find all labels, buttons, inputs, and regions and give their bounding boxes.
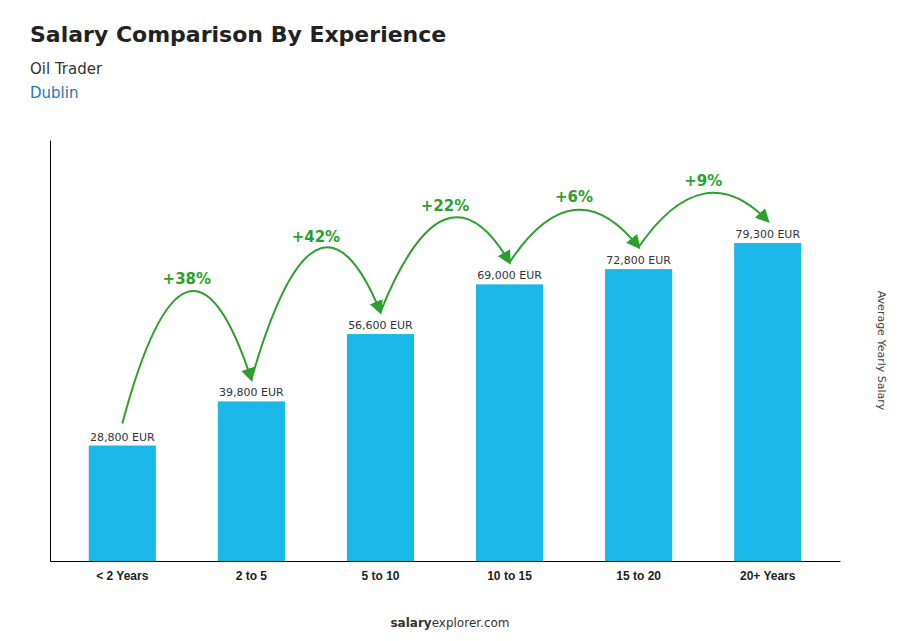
change-arrow bbox=[639, 193, 768, 247]
bar bbox=[347, 334, 414, 561]
data-label: 72,800 EUR bbox=[606, 254, 671, 267]
bar bbox=[734, 243, 801, 561]
x-tick-label: 10 to 15 bbox=[487, 569, 532, 583]
annotations: +38% +42% +22% +6% +9% bbox=[163, 172, 723, 288]
change-arrow bbox=[122, 291, 251, 424]
y-axis-title: Average Yearly Salary bbox=[875, 291, 888, 411]
data-label: 28,800 EUR bbox=[90, 431, 155, 444]
change-arrow bbox=[251, 247, 380, 379]
bar bbox=[605, 269, 672, 561]
change-label: +9% bbox=[684, 172, 722, 190]
x-tick: 5 to 10 bbox=[361, 561, 399, 583]
bar bbox=[476, 284, 543, 561]
x-tick-label: 15 to 20 bbox=[616, 569, 661, 583]
x-axis: < 2 Years 2 to 5 5 to 10 10 to 15 15 to 20 20… bbox=[51, 561, 841, 583]
data-label: 39,800 EUR bbox=[219, 386, 284, 399]
change-label: +42% bbox=[292, 228, 340, 246]
x-tick: 10 to 15 bbox=[487, 561, 532, 583]
change-arrow bbox=[510, 210, 639, 263]
subtitle: Oil Trader bbox=[30, 60, 103, 78]
change-label: +22% bbox=[421, 197, 469, 215]
x-tick-label: 5 to 10 bbox=[361, 569, 399, 583]
data-label: 79,300 EUR bbox=[735, 228, 800, 241]
bars bbox=[89, 243, 802, 561]
x-axis-line bbox=[51, 561, 841, 562]
change-label: +38% bbox=[163, 270, 211, 288]
footer-part: salary bbox=[390, 616, 431, 630]
bar bbox=[218, 401, 285, 561]
x-tick-label: 2 to 5 bbox=[236, 569, 268, 583]
data-label: 56,600 EUR bbox=[348, 319, 413, 332]
y-axis bbox=[50, 141, 51, 562]
x-tick: < 2 Years bbox=[96, 561, 148, 583]
subtitle: Dublin bbox=[30, 84, 78, 102]
title: Salary Comparison By Experience bbox=[30, 22, 446, 47]
y-axis-line bbox=[50, 141, 51, 562]
x-tick: 15 to 20 bbox=[616, 561, 661, 583]
footer-part: explorer.com bbox=[432, 616, 510, 630]
bar bbox=[89, 446, 156, 561]
change-arrow bbox=[380, 217, 509, 312]
footer: salaryexplorer.com bbox=[390, 616, 509, 630]
data-label: 69,000 EUR bbox=[477, 269, 542, 282]
x-tick: 2 to 5 bbox=[236, 561, 268, 583]
chart-svg: Salary Comparison By Experience Oil Trade… bbox=[0, 0, 900, 641]
x-tick-label: 20+ Years bbox=[740, 569, 796, 583]
change-label: +6% bbox=[555, 188, 593, 206]
x-tick: 20+ Years bbox=[740, 561, 796, 583]
change-arcs bbox=[122, 193, 767, 424]
x-tick-label: < 2 Years bbox=[96, 569, 148, 583]
data-labels: 28,800 EUR 39,800 EUR 56,600 EUR 69,000 EUR… bbox=[90, 228, 800, 443]
